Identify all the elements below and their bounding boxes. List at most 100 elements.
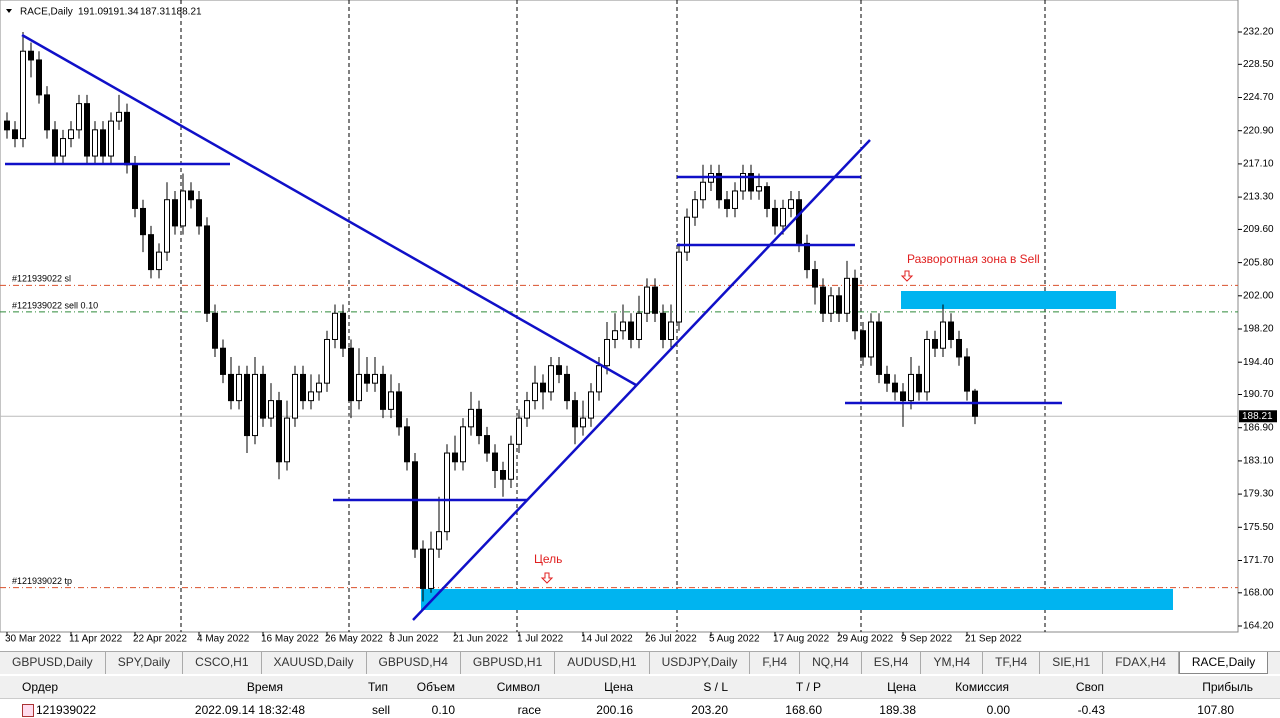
- candle-body: [748, 173, 754, 192]
- candle-body: [180, 190, 186, 227]
- column-header: S / L: [703, 680, 728, 694]
- candle-body: [956, 338, 962, 358]
- x-tick-label: 30 Mar 2022: [5, 634, 62, 645]
- chart-tab[interactable]: GBPUSD,H4: [367, 652, 461, 674]
- chart-tab[interactable]: GBPUSD,H1: [461, 652, 556, 674]
- candle-body: [564, 373, 570, 402]
- chart-tab[interactable]: RACE,Daily: [1178, 652, 1269, 674]
- candle-body: [724, 199, 730, 209]
- chart-tab[interactable]: TF,H4: [983, 652, 1041, 674]
- y-tick-label: 228.50: [1243, 59, 1274, 70]
- chart-tab[interactable]: FDAX,H4: [1103, 652, 1179, 674]
- target-zone: [421, 589, 1173, 610]
- candle-body: [508, 443, 514, 480]
- candle-body: [636, 312, 642, 340]
- candle-body: [948, 321, 954, 340]
- candle-body: [732, 190, 738, 209]
- menu-arrow: [6, 9, 12, 13]
- chart-tab[interactable]: SPY,Daily: [106, 652, 184, 674]
- candle-body: [908, 373, 914, 402]
- candle-body: [932, 338, 938, 349]
- candle-body: [612, 330, 618, 340]
- candle-body: [772, 207, 778, 227]
- candle-body: [796, 199, 802, 244]
- chart-tab[interactable]: AUDUSD,H1: [555, 652, 650, 674]
- cell: 2022.09.14 18:32:48: [194, 703, 305, 717]
- column-header: T / P: [795, 680, 821, 694]
- candle-body: [148, 234, 154, 271]
- candle-body: [692, 199, 698, 218]
- candle-body: [196, 199, 202, 227]
- chart-tab[interactable]: TM,Daily: [1268, 652, 1280, 674]
- annotation: Разворотная зона в Sell: [907, 252, 1040, 266]
- sell-zone: [901, 291, 1116, 309]
- column-header: Комиссия: [955, 680, 1009, 694]
- candle-body: [476, 408, 482, 437]
- cell: sell: [371, 703, 390, 717]
- candle-body: [620, 321, 626, 332]
- chart-tab[interactable]: ES,H4: [862, 652, 922, 674]
- y-tick-label: 217.10: [1243, 159, 1274, 170]
- y-tick-label: 186.90: [1243, 422, 1274, 433]
- y-tick-label: 183.10: [1243, 456, 1274, 467]
- y-tick-label: 224.70: [1243, 92, 1274, 103]
- candle-body: [396, 391, 402, 428]
- candle-body: [204, 225, 210, 314]
- annotation: Цель: [534, 552, 562, 566]
- cell: 0.00: [986, 703, 1010, 717]
- candle-body: [644, 286, 650, 314]
- candle-body: [740, 173, 746, 192]
- candle-body: [452, 452, 458, 463]
- column-header: Объем: [416, 680, 455, 694]
- candle-body: [924, 338, 930, 393]
- candle-body: [572, 400, 578, 428]
- candle-body: [300, 373, 306, 402]
- x-tick-label: 22 Apr 2022: [133, 634, 187, 645]
- order-label: #121939022 tp: [12, 576, 72, 586]
- candle-body: [804, 242, 810, 271]
- ohlc-open: 191.09: [78, 7, 109, 18]
- chart-tab[interactable]: SIE,H1: [1040, 652, 1104, 674]
- chart-tab[interactable]: XAUUSD,Daily: [262, 652, 367, 674]
- candle-body: [468, 408, 474, 428]
- cell: 168.60: [785, 703, 822, 717]
- candle-body: [940, 321, 946, 349]
- cell: 189.38: [879, 703, 916, 717]
- candle-body: [388, 391, 394, 410]
- chart-tab[interactable]: NQ,H4: [800, 652, 862, 674]
- candle-body: [964, 356, 970, 392]
- candle-body: [244, 373, 250, 437]
- x-tick-label: 1 Jul 2022: [517, 634, 564, 645]
- chart-tab[interactable]: YM,H4: [921, 652, 984, 674]
- chart-tab[interactable]: F,H4: [750, 652, 801, 674]
- x-tick-label: 29 Aug 2022: [837, 634, 894, 645]
- candle-body: [284, 417, 290, 463]
- candle-body: [916, 373, 922, 393]
- candle-body: [260, 373, 266, 419]
- candle-body: [532, 382, 538, 402]
- symbol-title: RACE,Daily: [20, 7, 73, 18]
- order-icon: [22, 704, 34, 717]
- chart-tab[interactable]: USDJPY,Daily: [650, 652, 751, 674]
- chart-tab[interactable]: CSCO,H1: [183, 652, 262, 674]
- candle-body: [580, 417, 586, 428]
- candle-body: [316, 382, 322, 393]
- y-tick-label: 168.00: [1243, 587, 1274, 598]
- chart-tab[interactable]: GBPUSD,Daily: [0, 652, 106, 674]
- arrow: [540, 572, 554, 584]
- candle-body: [164, 199, 170, 253]
- candle-body: [556, 365, 562, 375]
- trade-table: Ордер Время Тип Объем Символ Цена S / L T / P Це…: [0, 676, 1280, 718]
- candle-body: [604, 338, 610, 367]
- candle-body: [76, 103, 82, 131]
- y-tick-label: 209.60: [1243, 224, 1274, 235]
- candle-body: [236, 373, 242, 402]
- candle-body: [68, 129, 74, 140]
- cell: 200.16: [596, 703, 633, 717]
- candle-body: [268, 400, 274, 419]
- column-header: Своп: [1075, 680, 1104, 694]
- candle-body: [444, 452, 450, 533]
- candle-body: [332, 312, 338, 340]
- candle-body: [44, 94, 50, 131]
